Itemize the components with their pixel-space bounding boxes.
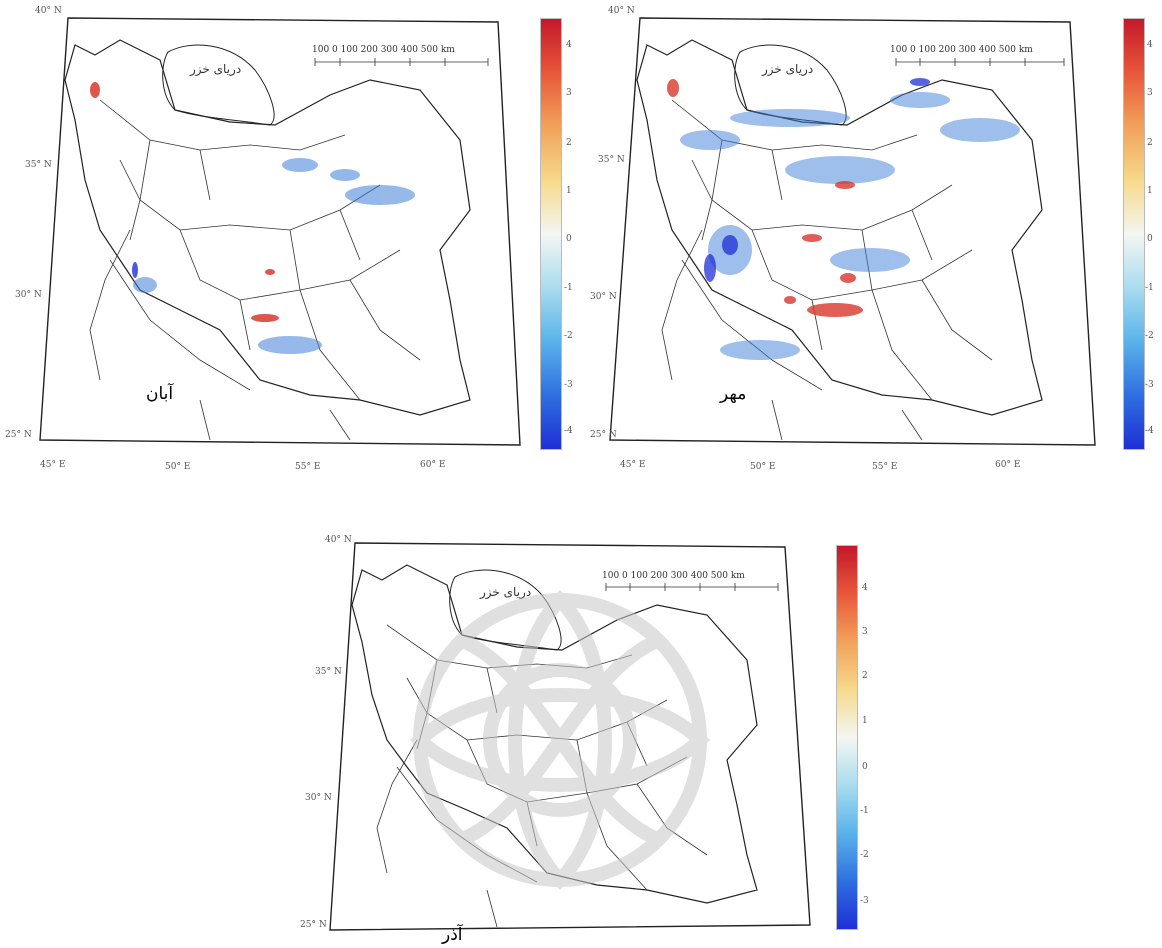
scale-bar-label: 100 0 100 200 300 400 500 km — [602, 571, 745, 581]
caspian-sea-label: دریای خزر — [190, 62, 242, 76]
colorbar-tick: -1 — [1145, 283, 1154, 293]
colorbar-tick: 2 — [1147, 138, 1153, 148]
colorbar-mehr — [1123, 18, 1145, 450]
colorbar-tick: 4 — [1147, 40, 1153, 50]
map-frame-azar — [329, 542, 811, 931]
scale-bar-label: 100 0 100 200 300 400 500 km — [890, 45, 1033, 55]
colorbar-tick: -2 — [860, 850, 869, 860]
scale-bar-label: 100 0 100 200 300 400 500 km — [312, 45, 455, 55]
lat-label: 40° N — [608, 6, 635, 16]
colorbar-tick: -2 — [564, 331, 573, 341]
caspian-sea-label: دریای خزر — [762, 62, 814, 76]
colorbar-tick: 0 — [1147, 234, 1153, 244]
lon-label: 45° E — [620, 460, 646, 470]
map-panel-azar: دریای خزر 100 0 100 200 300 400 500 km 4… — [300, 535, 860, 948]
colorbar-tick: 1 — [1147, 186, 1153, 196]
colorbar-tick: 4 — [566, 40, 572, 50]
lat-label: 25° N — [5, 430, 32, 440]
lat-label: 35° N — [315, 667, 342, 677]
lat-label: 30° N — [305, 793, 332, 803]
colorbar-tick: -3 — [564, 380, 573, 390]
lat-label: 25° N — [300, 920, 327, 930]
lat-label: 25° N — [590, 430, 617, 440]
lon-label: 50° E — [165, 462, 191, 472]
caspian-sea-label: دریای خزر — [480, 585, 532, 599]
colorbar-tick: 4 — [862, 583, 868, 593]
month-label: مهر — [720, 384, 747, 404]
month-label: آبان — [146, 384, 174, 404]
colorbar-tick: -4 — [1145, 426, 1154, 436]
map-frame-aban — [39, 17, 521, 446]
colorbar-tick: 3 — [566, 88, 572, 98]
colorbar-tick: -1 — [860, 806, 869, 816]
lon-label: 55° E — [295, 462, 321, 472]
map-frame-mehr — [609, 17, 1096, 446]
colorbar-tick: 2 — [862, 671, 868, 681]
lon-label: 55° E — [872, 462, 898, 472]
month-label: آذر — [442, 925, 463, 945]
lat-label: 40° N — [325, 535, 352, 545]
lon-label: 50° E — [750, 462, 776, 472]
colorbar-tick: 0 — [862, 762, 868, 772]
map-panel-mehr: دریای خزر 100 0 100 200 300 400 500 km 4… — [590, 0, 1162, 472]
colorbar-tick: 0 — [566, 234, 572, 244]
lat-label: 40° N — [35, 6, 62, 16]
colorbar-tick: -3 — [860, 896, 869, 906]
colorbar-tick: 3 — [1147, 88, 1153, 98]
colorbar-tick: 2 — [566, 138, 572, 148]
lon-label: 60° E — [995, 460, 1021, 470]
colorbar-tick: -3 — [1145, 380, 1154, 390]
colorbar-tick: 1 — [862, 716, 868, 726]
lat-label: 30° N — [590, 292, 617, 302]
colorbar-tick: -4 — [564, 426, 573, 436]
colorbar-tick: -1 — [564, 283, 573, 293]
map-panel-aban: دریای خزر 100 0 100 200 300 400 500 km 4… — [0, 0, 580, 472]
lon-label: 60° E — [420, 460, 446, 470]
colorbar-tick: -2 — [1145, 331, 1154, 341]
lat-label: 35° N — [598, 155, 625, 165]
colorbar-aban — [540, 18, 562, 450]
colorbar-tick: 3 — [862, 627, 868, 637]
colorbar-azar — [836, 545, 858, 930]
lon-label: 45° E — [40, 460, 66, 470]
lat-label: 35° N — [25, 160, 52, 170]
colorbar-tick: 1 — [566, 186, 572, 196]
lat-label: 30° N — [15, 290, 42, 300]
